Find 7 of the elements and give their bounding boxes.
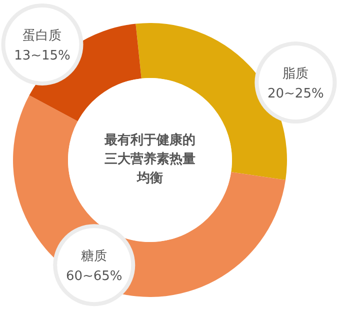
- slice-label: 糖质: [81, 249, 108, 264]
- text: 20~25%: [268, 86, 324, 102]
- text: 60~65%: [66, 269, 122, 284]
- text: 最有利于健康的三大营养素热量均衡: [104, 132, 196, 188]
- text: 13~15%: [14, 48, 70, 64]
- slice-label: 脂质: [282, 66, 309, 82]
- slice-label: 蛋白质: [22, 28, 62, 44]
